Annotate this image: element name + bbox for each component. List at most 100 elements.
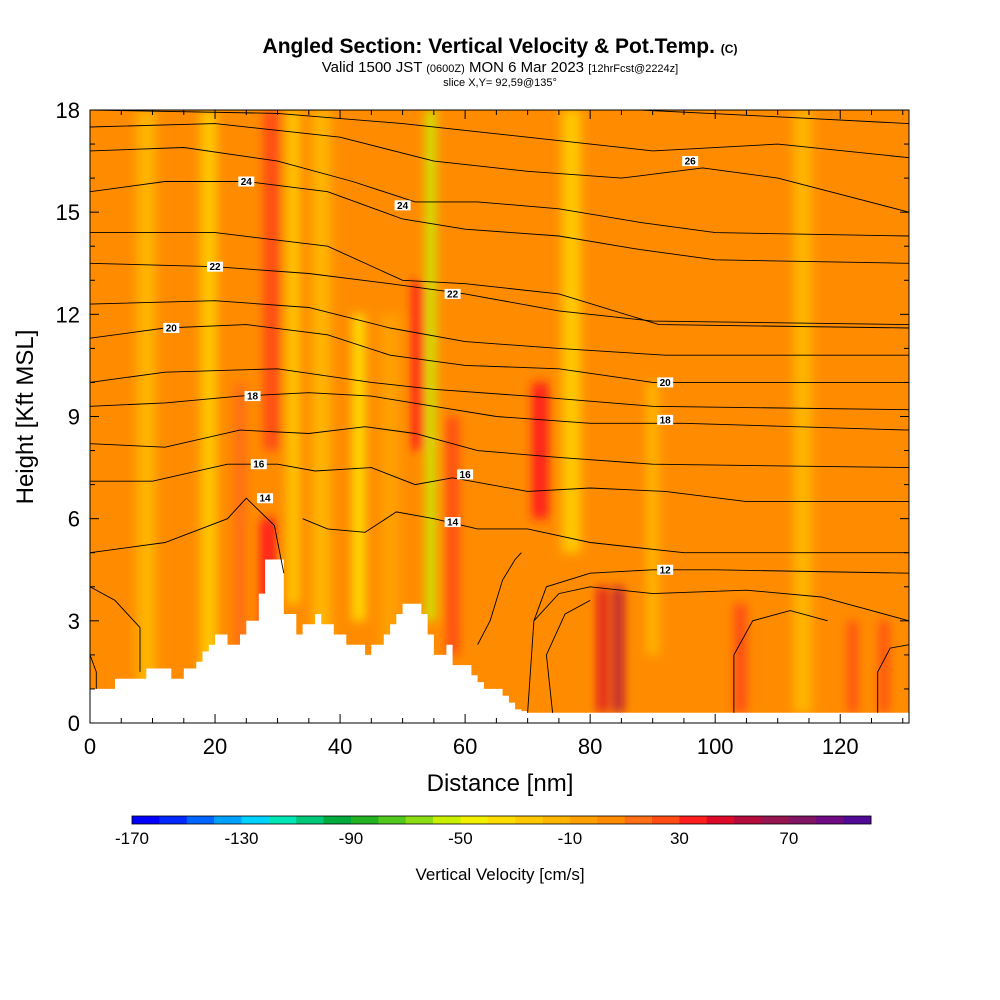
contour-label-text-8: 20 <box>660 378 672 389</box>
isentrope-4 <box>90 426 909 469</box>
velocity-cell-10 <box>426 110 436 621</box>
terrain <box>90 559 909 723</box>
terrain-shape <box>90 559 909 723</box>
colorbar-swatch-7 <box>323 816 352 824</box>
contour-label-3: 16 <box>250 459 267 471</box>
colorbar-swatch-13 <box>487 816 516 824</box>
x-axis-title: Distance [nm] <box>427 770 574 797</box>
colorbar-swatch-22 <box>734 816 762 824</box>
title-block: Angled Section: Vertical Velocity & Pot.… <box>0 36 1000 90</box>
x-tick-label-4: 80 <box>578 734 602 759</box>
colorbar-swatch-19 <box>652 816 680 824</box>
contour-label-9: 22 <box>207 261 224 273</box>
low-contour-5 <box>733 610 828 713</box>
isentrope-15 <box>640 110 909 125</box>
contour-label-1: 14 <box>257 493 274 505</box>
velocity-cell-8 <box>380 314 400 655</box>
velocity-cell-17 <box>733 603 747 713</box>
colorbar: -170 -130 -90 -50 -10 30 70 <box>115 815 872 848</box>
colorbar-swatch-2 <box>186 816 215 824</box>
slice-info: slice X,Y= 92,59@135° <box>443 77 557 89</box>
colorbar-swatch-14 <box>515 816 543 824</box>
velocity-cell-16 <box>646 382 659 655</box>
x-tick-label-6: 120 <box>822 734 859 759</box>
colorbar-swatch-20 <box>679 816 708 824</box>
colorbar-swatch-3 <box>214 816 242 824</box>
velocity-cell-3 <box>263 110 280 451</box>
contour-label-text-0: 12 <box>660 565 672 576</box>
colorbar-swatch-21 <box>706 816 735 824</box>
colorbar-swatch-5 <box>268 816 297 824</box>
colorbar-swatch-17 <box>597 816 626 824</box>
colorbar-swatch-6 <box>296 816 324 824</box>
velocity-cell-9 <box>411 280 425 451</box>
axes: 0 20 40 60 80 100 120 0 3 6 9 12 15 18 <box>56 98 909 759</box>
x-tick-label-5: 100 <box>697 734 734 759</box>
contour-label-11: 24 <box>238 176 255 188</box>
isentrope-9 <box>90 262 909 326</box>
colorbar-frame <box>131 815 872 825</box>
colorbar-swatch-16 <box>569 816 598 824</box>
low-contour-6 <box>877 644 909 713</box>
contour-label-text-3: 16 <box>253 460 265 471</box>
contour-label-5: 18 <box>244 391 261 403</box>
subtitle-valid: Valid 1500 JST <box>321 59 423 76</box>
y-tick-label-3: 9 <box>68 405 80 430</box>
contour-label-text-9: 22 <box>209 262 221 273</box>
contour-label-8: 20 <box>657 377 674 389</box>
colorbar-tick-label-4: -10 <box>558 829 583 848</box>
velocity-cell-11 <box>446 416 459 655</box>
velocity-cell-13 <box>562 110 581 553</box>
isentrope-7 <box>90 324 909 383</box>
contour-label-text-5: 18 <box>247 392 259 403</box>
colorbar-swatch-15 <box>542 816 571 824</box>
low-contour-3 <box>533 586 909 622</box>
contour-label-12: 24 <box>394 200 411 212</box>
low-contour-1 <box>90 654 97 689</box>
subtitle-forecast: [12hrFcst@2224z] <box>588 63 679 75</box>
contour-label-text-7: 20 <box>166 323 178 334</box>
contour-label-text-13: 26 <box>685 157 697 168</box>
contour-label-text-11: 24 <box>241 177 253 188</box>
velocity-cell-5 <box>286 110 300 604</box>
colorbar-title: Vertical Velocity [cm/s] <box>415 865 584 884</box>
velocity-cell-7 <box>352 314 366 621</box>
contour-label-6: 18 <box>657 414 674 426</box>
subtitle-date: MON 6 Mar 2023 <box>468 59 585 76</box>
isentrope-6 <box>90 368 909 411</box>
y-tick-label-4: 12 <box>56 302 80 327</box>
colorbar-tick-label-1: -130 <box>224 829 258 848</box>
contour-label-text-12: 24 <box>397 201 409 212</box>
colorbar-swatch-0 <box>132 816 160 824</box>
velocity-cell-15 <box>613 586 623 713</box>
colorbar-tick-label-5: 30 <box>670 829 689 848</box>
colorbar-tick-label-3: -50 <box>448 829 473 848</box>
y-tick-label-2: 6 <box>68 507 80 532</box>
contour-label-text-6: 18 <box>660 415 672 426</box>
contour-label-text-10: 22 <box>447 289 459 300</box>
colorbar-swatch-10 <box>405 816 434 824</box>
velocity-cell-18 <box>793 110 813 713</box>
contour-label-10: 22 <box>444 288 461 300</box>
y-tick-label-5: 15 <box>56 200 80 225</box>
colorbar-swatch-18 <box>624 816 653 824</box>
isentrope-12 <box>90 147 909 237</box>
velocity-cell-0 <box>136 110 156 723</box>
isentrope-10 <box>90 232 909 329</box>
isentrope-3 <box>90 463 909 503</box>
x-tick-label-0: 0 <box>84 734 96 759</box>
velocity-cell-19 <box>848 620 858 713</box>
colorbar-swatch-24 <box>788 816 817 824</box>
contour-label-text-2: 14 <box>447 518 459 529</box>
y-tick-label-6: 18 <box>56 98 80 123</box>
contour-label-0: 12 <box>657 564 674 576</box>
x-tick-label-3: 60 <box>453 734 477 759</box>
colorbar-swatch-23 <box>761 816 790 824</box>
low-contour-0 <box>90 586 141 672</box>
colorbar-swatch-4 <box>241 816 270 824</box>
colorbar-tick-label-0: -170 <box>115 829 149 848</box>
contour-label-text-4: 16 <box>460 470 472 481</box>
x-tick-label-2: 40 <box>328 734 352 759</box>
velocity-cell-12 <box>532 382 548 519</box>
